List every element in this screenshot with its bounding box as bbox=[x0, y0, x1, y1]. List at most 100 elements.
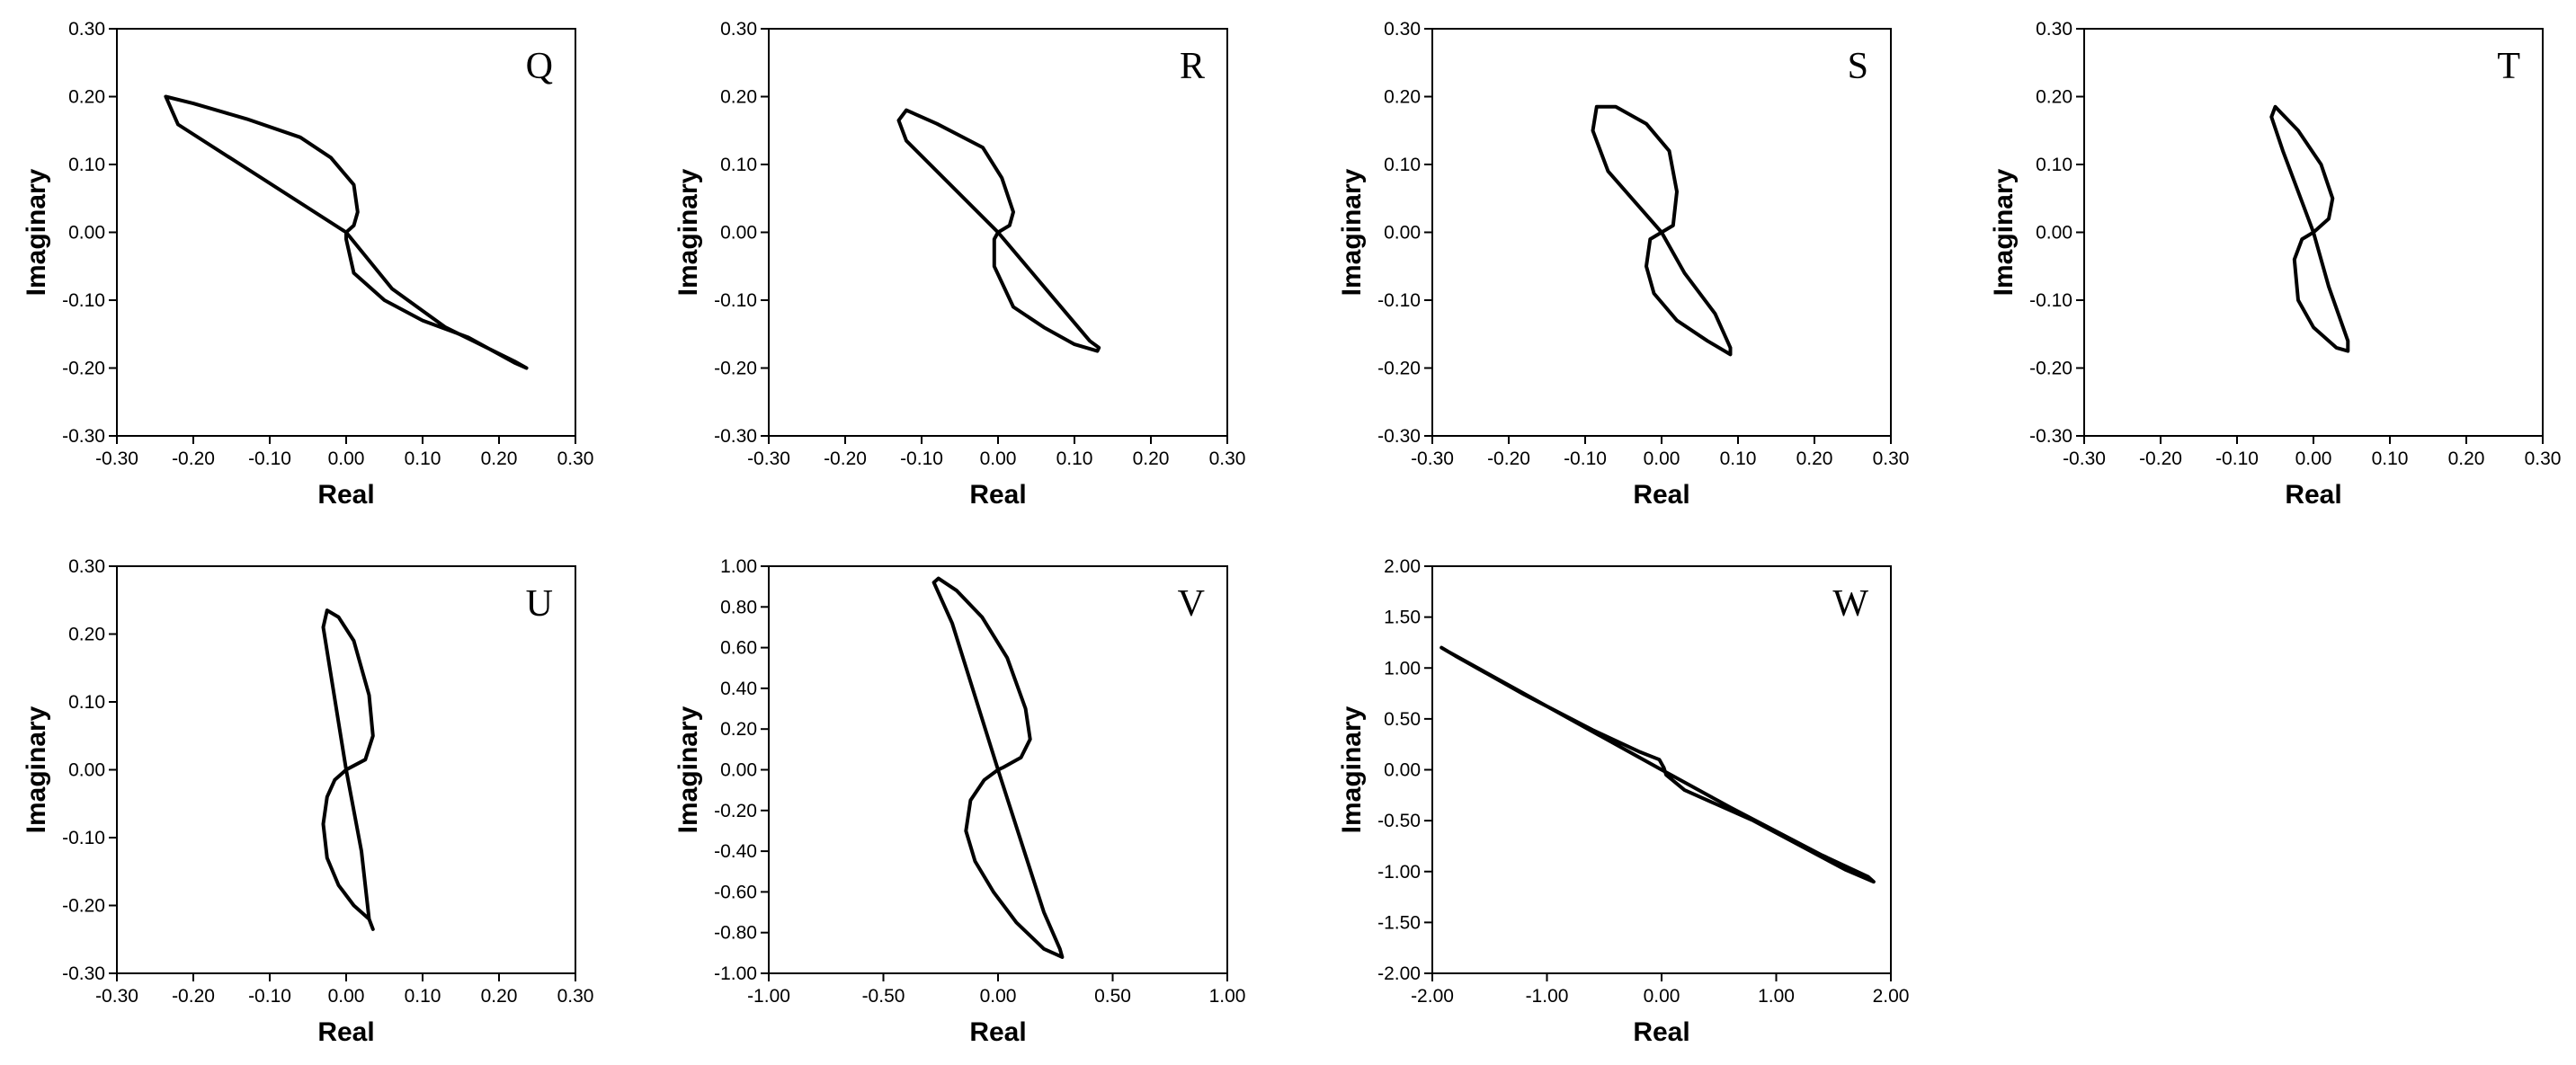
y-tick-label: -0.30 bbox=[1377, 426, 1421, 447]
x-tick-label: -0.20 bbox=[824, 448, 867, 469]
y-tick-label: -0.30 bbox=[62, 963, 105, 984]
chart-panel-r: -0.30 -0.20 -0.10 0.00 0.10 0.20 0.30 0.30 0.20 0… bbox=[673, 19, 1245, 510]
y-tick-label: 0.30 bbox=[1384, 19, 1421, 40]
x-tick-label: -0.30 bbox=[2063, 448, 2106, 469]
y-tick-label: 0.00 bbox=[1384, 223, 1421, 244]
y-tick-label: 0.20 bbox=[68, 87, 105, 108]
y-axis-title: Imaginary bbox=[22, 706, 51, 833]
y-tick-label: 0.20 bbox=[2036, 87, 2072, 108]
panel-label-s: S bbox=[1848, 46, 1868, 87]
x-tick-label: -0.10 bbox=[1564, 448, 1607, 469]
panel-label-q: Q bbox=[526, 46, 553, 87]
y-tick-label: 0.00 bbox=[720, 760, 757, 781]
x-tick-label: -0.10 bbox=[900, 448, 943, 469]
x-tick-label: -2.00 bbox=[1411, 986, 1454, 1007]
y-tick-label: -0.20 bbox=[2029, 359, 2072, 379]
x-tick-label: 0.00 bbox=[1644, 448, 1680, 469]
x-tick-label: -0.50 bbox=[862, 986, 905, 1007]
x-tick-label: 0.30 bbox=[1209, 448, 1246, 469]
chart-panel-u: -0.30 -0.20 -0.10 0.00 0.10 0.20 0.30 0.30 0.20 0… bbox=[22, 556, 593, 1047]
y-axis-title: Imaginary bbox=[1337, 706, 1367, 833]
y-tick-label: -0.50 bbox=[1377, 811, 1421, 831]
x-tick-label: 0.20 bbox=[2448, 448, 2485, 469]
x-tick-label: 2.00 bbox=[1873, 986, 1910, 1007]
x-tick-label: 0.10 bbox=[405, 448, 441, 469]
x-tick-label: 0.00 bbox=[328, 448, 365, 469]
nyquist-curve-q bbox=[164, 94, 529, 370]
y-tick-label: 0.10 bbox=[68, 692, 105, 713]
x-tick-label: -0.20 bbox=[172, 986, 215, 1007]
x-tick-label: -0.30 bbox=[1411, 448, 1454, 469]
y-tick-label: 0.30 bbox=[720, 19, 757, 40]
x-tick-label: -0.30 bbox=[95, 986, 138, 1007]
y-tick-label: -0.30 bbox=[2029, 426, 2072, 447]
x-tick-label: 0.30 bbox=[557, 448, 594, 469]
x-axis-title: Real bbox=[969, 480, 1026, 510]
y-tick-label: -0.10 bbox=[714, 290, 757, 311]
x-tick-label: 0.20 bbox=[1796, 448, 1833, 469]
y-tick-label: -0.10 bbox=[2029, 290, 2072, 311]
x-tick-label: 1.00 bbox=[1209, 986, 1246, 1007]
y-tick-label: -0.20 bbox=[714, 801, 757, 821]
nyquist-curve-v bbox=[931, 576, 1065, 959]
y-tick-label: 0.10 bbox=[720, 155, 757, 175]
x-tick-label: -0.30 bbox=[747, 448, 790, 469]
x-tick-label: -0.20 bbox=[1487, 448, 1530, 469]
y-axis-title: Imaginary bbox=[673, 706, 703, 833]
x-tick-label: 0.00 bbox=[1644, 986, 1680, 1007]
y-tick-label: -0.10 bbox=[62, 828, 105, 848]
y-tick-label: -0.20 bbox=[62, 359, 105, 379]
x-tick-label: 0.00 bbox=[980, 448, 1017, 469]
y-tick-label: 0.20 bbox=[720, 719, 757, 740]
y-axis-title: Imaginary bbox=[22, 168, 51, 296]
y-tick-label: 0.50 bbox=[1384, 709, 1421, 730]
y-tick-label: -0.10 bbox=[62, 290, 105, 311]
panel-label-w: W bbox=[1832, 583, 1868, 625]
x-tick-label: 0.50 bbox=[1094, 986, 1131, 1007]
y-tick-label: 0.00 bbox=[1384, 760, 1421, 781]
x-tick-label: 0.30 bbox=[2525, 448, 2562, 469]
x-tick-label: -0.10 bbox=[2215, 448, 2259, 469]
x-axis-title: Real bbox=[2285, 480, 2341, 510]
chart-panel-v: -1.00 -0.50 0.00 0.50 1.00 1.00 0.80 0.60 0.40 0.… bbox=[673, 556, 1245, 1047]
x-tick-label: 0.10 bbox=[1056, 448, 1093, 469]
y-tick-label: 0.30 bbox=[2036, 19, 2072, 40]
x-tick-label: -0.10 bbox=[248, 986, 291, 1007]
y-tick-label: -0.40 bbox=[714, 841, 757, 862]
x-tick-label: -1.00 bbox=[1526, 986, 1569, 1007]
y-axis-title: Imaginary bbox=[673, 168, 703, 296]
y-tick-label: 0.20 bbox=[68, 625, 105, 645]
y-axis-title: Imaginary bbox=[1989, 168, 2019, 296]
x-tick-label: 0.20 bbox=[481, 986, 518, 1007]
panel-label-u: U bbox=[526, 583, 553, 625]
x-axis-title: Real bbox=[317, 480, 374, 510]
y-tick-label: -0.80 bbox=[714, 923, 757, 944]
x-tick-label: 0.00 bbox=[2295, 448, 2332, 469]
y-tick-label: 0.00 bbox=[720, 223, 757, 244]
y-tick-label: -1.50 bbox=[1377, 912, 1421, 933]
y-tick-label: 0.10 bbox=[68, 155, 105, 175]
x-axis-title: Real bbox=[317, 1017, 374, 1047]
y-tick-label: 0.40 bbox=[720, 679, 757, 699]
y-tick-label: 0.00 bbox=[68, 223, 105, 244]
chart-panel-s: -0.30 -0.20 -0.10 0.00 0.10 0.20 0.30 0.30 0.20 0… bbox=[1337, 19, 1909, 510]
y-tick-label: -0.30 bbox=[62, 426, 105, 447]
nyquist-curve-w bbox=[1440, 645, 1876, 884]
y-tick-label: 0.20 bbox=[720, 87, 757, 108]
x-tick-label: 0.10 bbox=[405, 986, 441, 1007]
panel-label-v: V bbox=[1178, 583, 1205, 625]
x-tick-label: -0.10 bbox=[248, 448, 291, 469]
x-axis-title: Real bbox=[969, 1017, 1026, 1047]
y-tick-label: 1.50 bbox=[1384, 608, 1421, 628]
y-axis-title: Imaginary bbox=[1337, 168, 1367, 296]
y-tick-label: 0.10 bbox=[2036, 155, 2072, 175]
y-tick-label: 1.00 bbox=[720, 556, 757, 577]
y-tick-label: -0.10 bbox=[1377, 290, 1421, 311]
chart-panel-w: -2.00 -1.00 0.00 1.00 2.00 2.00 1.50 1.00 0.50 0.… bbox=[1337, 556, 1909, 1047]
y-tick-label: 0.80 bbox=[720, 597, 757, 617]
x-axis-title: Real bbox=[1633, 1017, 1689, 1047]
panel-label-t: T bbox=[2497, 46, 2520, 87]
chart-panel-q: -0.30 -0.20 -0.10 0.00 0.10 0.20 0.30 0.30 0.20 0… bbox=[22, 19, 593, 510]
x-tick-label: 0.10 bbox=[1720, 448, 1757, 469]
